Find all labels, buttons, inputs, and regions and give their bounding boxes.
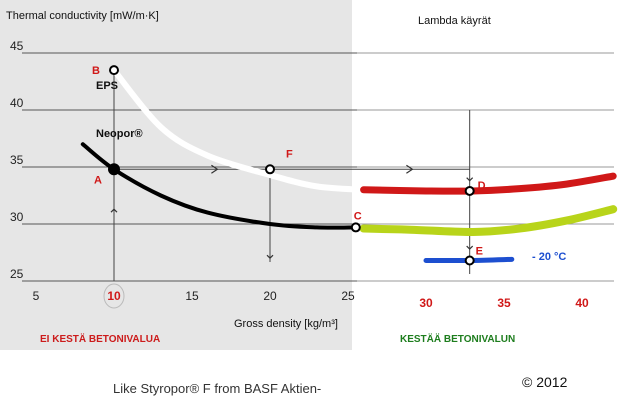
x-tick-label: 25	[341, 289, 355, 303]
arrow-down-icon	[266, 254, 274, 260]
series-label-eps: EPS	[96, 80, 118, 92]
x-tick-label: 30	[419, 296, 433, 310]
region-left-label: EI KESTÄ BETONIVALUA	[40, 332, 160, 345]
point-marker	[464, 185, 475, 196]
series-label-neopor: Neopor®	[96, 128, 143, 140]
x-tick-label: 40	[575, 296, 589, 310]
series-line	[359, 205, 618, 236]
point-label: B	[92, 65, 100, 77]
x-tick-label: 20	[263, 289, 277, 303]
arrow-down-icon	[466, 177, 474, 182]
point-label: C	[354, 210, 362, 222]
point-label: E	[476, 245, 483, 257]
x-tick-label: 15	[185, 289, 199, 303]
arrow-right-icon	[211, 164, 219, 174]
grid	[22, 52, 614, 282]
x-tick-label: 10	[107, 289, 121, 303]
chart-title: Lambda käyrät	[418, 15, 491, 27]
arrow-down-icon	[466, 245, 474, 250]
x-tick-label: 35	[497, 296, 511, 310]
y-tick-label: 35	[10, 153, 24, 167]
point-label: F	[286, 148, 293, 160]
highlight-ring	[103, 283, 125, 309]
region-right-label: KESTÄÄ BETONIVALUN	[400, 332, 515, 345]
y-tick-label: 30	[10, 210, 24, 224]
y-tick-label: 25	[10, 267, 24, 281]
labels: Thermal conductivity [mW/m·K] Lambda käy…	[6, 10, 589, 345]
series-line	[111, 67, 367, 193]
y-axis-label: Thermal conductivity [mW/m·K]	[6, 10, 159, 22]
point-label: D	[478, 180, 486, 192]
x-tick-label: 5	[33, 289, 40, 303]
footer-copyright: © 2012	[522, 374, 568, 390]
point-marker	[109, 65, 119, 76]
point-marker	[265, 164, 275, 175]
x-axis-label: Gross density [kg/m³]	[234, 318, 338, 330]
arrow-right-icon	[406, 164, 414, 174]
series-line	[360, 172, 617, 195]
left-panel-bg	[0, 0, 352, 350]
point-marker	[108, 163, 120, 176]
y-tick-label: 40	[10, 96, 24, 110]
y-tick-label: 45	[10, 39, 24, 53]
markers: A B C D E F	[92, 65, 486, 266]
arrow-up-icon	[110, 208, 118, 213]
point-marker	[464, 255, 475, 266]
point-marker	[350, 222, 361, 233]
footer-credit: Like Styropor® F from BASF Aktien-	[113, 381, 322, 396]
point-label: A	[94, 174, 102, 186]
series-label-minus20: - 20 °C	[532, 251, 566, 263]
